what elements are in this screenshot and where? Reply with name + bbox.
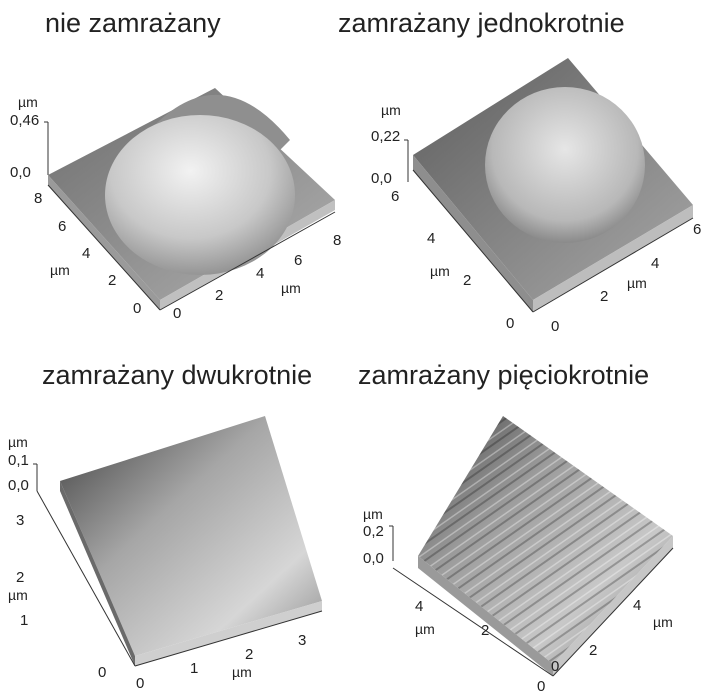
x-tick: 0	[173, 305, 182, 322]
x-unit-label: µm	[281, 280, 301, 296]
y-tick: 1	[20, 612, 29, 629]
z-max-label: 0,46	[10, 112, 40, 129]
y-tick: 0	[98, 664, 107, 681]
y-tick: 2	[481, 622, 490, 639]
y-unit-label: µm	[8, 587, 28, 603]
y-unit-label: µm	[415, 621, 435, 637]
x-tick: 2	[215, 287, 224, 304]
x-tick: 2	[600, 288, 609, 305]
x-tick: 4	[633, 597, 642, 614]
z-min-label: 0,0	[8, 477, 29, 494]
z-unit-label: µm	[363, 506, 383, 522]
y-tick: 0	[133, 300, 142, 317]
z-max-label: 0,22	[371, 128, 401, 145]
z-unit-label: µm	[18, 94, 38, 110]
panel-title: zamrażany jednokrotnie	[338, 8, 625, 38]
afm-panel-nie-zamrazany: nie zamrażany µm 0,46 0,0 8 6 4 2 0 µm 0…	[0, 0, 352, 346]
x-tick: 2	[245, 646, 254, 663]
x-unit-label: µm	[232, 664, 252, 680]
afm-surface-plot	[404, 58, 694, 313]
z-unit-label: µm	[381, 102, 401, 118]
z-min-label: 0,0	[363, 550, 384, 567]
x-tick: 3	[298, 632, 307, 649]
y-tick: 8	[34, 190, 43, 207]
x-tick: 4	[651, 255, 660, 272]
x-unit-label: µm	[653, 614, 673, 630]
x-tick: 0	[551, 318, 560, 335]
z-max-label: 0,2	[363, 523, 384, 540]
afm-surface-plot	[389, 416, 674, 677]
y-tick: 0	[506, 315, 515, 332]
y-tick: 6	[391, 188, 400, 205]
panel-title: zamrażany dwukrotnie	[42, 360, 313, 390]
afm-panel-zamrazany-pieciokrotnie: zamrażany pięciokrotnie µm 0,2 0,0 4 µm …	[353, 346, 705, 695]
z-unit-label: µm	[8, 434, 28, 450]
x-tick: 2	[589, 642, 598, 659]
y-tick: 4	[427, 230, 436, 247]
x-tick: 0	[136, 675, 145, 692]
x-tick: 4	[256, 265, 265, 282]
y-tick: 2	[16, 569, 25, 586]
panel-title: zamrażany pięciokrotnie	[358, 360, 650, 390]
y-tick: 0	[551, 658, 560, 675]
afm-panel-zamrazany-jednokrotnie: zamrażany jednokrotnie µm 0,22 0,0 6 4 2…	[338, 0, 705, 346]
x-tick: 1	[190, 660, 199, 677]
afm-panel-zamrazany-dwukrotnie: zamrażany dwukrotnie µm 0,1 0,0 3 2 µm 1…	[0, 346, 352, 692]
x-unit-label: µm	[627, 275, 647, 291]
y-tick: 2	[463, 272, 472, 289]
afm-surface-plot	[33, 416, 323, 667]
panel-title: nie zamrażany	[45, 8, 221, 38]
y-unit-label: µm	[50, 262, 70, 278]
y-tick: 3	[16, 512, 25, 529]
z-min-label: 0,0	[10, 164, 31, 181]
y-tick: 4	[82, 245, 91, 262]
y-tick: 2	[108, 272, 117, 289]
afm-surface-plot	[44, 88, 336, 311]
y-tick: 6	[58, 218, 67, 235]
x-tick: 0	[537, 678, 546, 695]
z-min-label: 0,0	[371, 170, 392, 187]
x-tick: 6	[294, 252, 303, 269]
z-max-label: 0,1	[8, 452, 29, 469]
y-tick: 4	[415, 598, 424, 615]
x-tick: 8	[333, 232, 342, 249]
y-unit-label: µm	[430, 263, 450, 279]
x-tick: 6	[693, 221, 702, 238]
